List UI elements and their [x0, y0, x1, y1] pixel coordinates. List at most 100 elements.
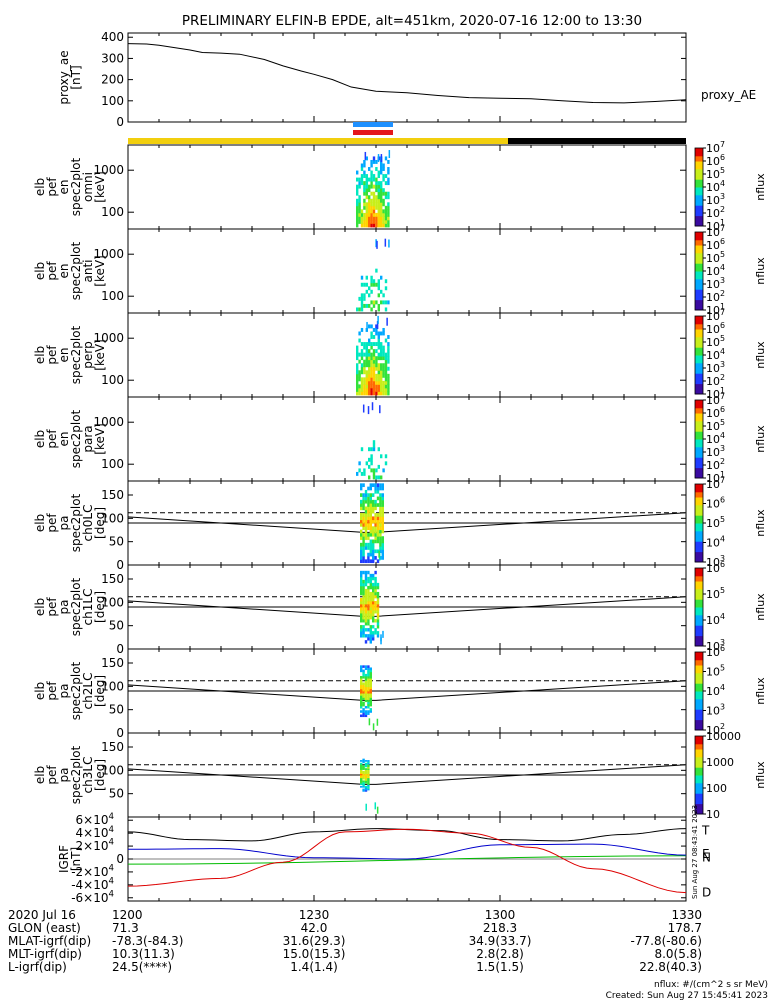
colorbar-cell	[695, 150, 703, 154]
spectrogram-pixel	[375, 181, 378, 186]
pitch-angle-pixel	[362, 676, 365, 679]
orbit-value: 31.6(29.3)	[283, 934, 346, 948]
colorbar-cell	[695, 365, 703, 369]
spectrogram-pixel	[372, 300, 376, 305]
y-label-line: spec2plot	[69, 493, 83, 552]
spectrogram-pixel	[356, 170, 359, 175]
pitch-angle-pixel	[360, 552, 363, 557]
colorbar-cell	[695, 297, 703, 301]
pitch-angle-pixel	[369, 552, 372, 557]
pitch-angle-pixel	[369, 671, 372, 675]
spectrogram-pixel	[356, 356, 359, 361]
spectrogram-pixel	[356, 307, 359, 312]
pitch-angle-pixel	[362, 610, 365, 614]
pitch-angle-pixel	[379, 499, 382, 504]
pitch-angle-pixel	[362, 539, 365, 544]
pitch-angle-pixel	[362, 628, 365, 632]
colorbar-cell	[695, 342, 703, 346]
spectrogram-pixel	[380, 212, 383, 217]
pitch-angle-pixel	[374, 519, 377, 524]
pitch-angle-pixel	[376, 603, 380, 608]
pitch-angle-pixel	[367, 788, 370, 791]
pitch-angle-pixel	[372, 597, 375, 602]
pitch-angle-pixel	[372, 625, 375, 629]
spectrogram-pixel	[368, 195, 371, 200]
colorbar-cell	[695, 675, 703, 679]
igrf-side-text: Sun Aug 27 08:43:41 2023	[691, 805, 699, 899]
pitch-angle-pixel	[364, 634, 368, 638]
spectrogram-pixel	[360, 391, 364, 396]
colorbar-label-text: nflux	[754, 257, 767, 285]
spectrogram-pixel	[375, 159, 378, 164]
pitch-angle-pixel	[364, 622, 368, 626]
igrf-legend-T: T	[701, 824, 710, 838]
colorbar-cell	[695, 355, 703, 359]
pitch-angle-pixel	[364, 519, 368, 524]
pitch-angle-pixel	[376, 594, 380, 599]
spectrogram-pixel	[384, 238, 387, 247]
spectrogram-pixel	[384, 195, 388, 200]
pitch-angle-pixel	[362, 597, 365, 602]
colorbar-cell	[695, 205, 703, 209]
spectrogram-pixel	[380, 391, 383, 396]
spectrogram-pixel	[356, 391, 359, 396]
spectrogram-pixel	[382, 293, 385, 298]
spectrogram-pixel	[368, 324, 371, 329]
spectrogram-pixel	[360, 177, 364, 182]
pitch-angle-pixel	[376, 622, 380, 626]
spectrogram-pixel	[365, 195, 368, 200]
y-label-line: elb	[33, 430, 47, 448]
pitch-angle-pixel	[364, 600, 368, 605]
spectrogram-pixel	[356, 471, 359, 476]
colorbar-cell	[695, 441, 703, 445]
orbit-value: 1.4(1.4)	[290, 960, 338, 974]
spectrogram-pixel	[387, 177, 390, 182]
pitch-angle-pixel	[367, 699, 370, 703]
spectrogram-pixel	[368, 370, 371, 375]
colorbar-tick-label: 105	[706, 515, 725, 530]
y-tick-label: 1000	[93, 415, 124, 429]
spectrogram-pixel	[360, 307, 364, 312]
spectrogram-pixel	[368, 219, 371, 224]
spectrogram-pixel	[372, 202, 376, 207]
y-label-line: en	[57, 180, 71, 195]
pitch-angle-pixel	[367, 769, 370, 772]
pitch-angle-pixel	[372, 493, 375, 497]
spectrogram-pixel	[358, 331, 361, 336]
colorbar-cell	[695, 232, 703, 236]
y-label-line: spec2plot	[69, 409, 83, 468]
colorbar-cell	[695, 194, 703, 198]
colorbar-cell	[695, 329, 703, 333]
y-label-line: spec2plot	[69, 577, 83, 636]
colorbar-label-3: nflux	[754, 341, 767, 369]
spectrogram-pixel	[387, 384, 390, 389]
y-label-line: [nT]	[69, 847, 83, 871]
science-zone-blue-bar	[353, 122, 393, 127]
colorbar-cell	[695, 405, 703, 409]
pitch-angle-pixel	[372, 526, 375, 531]
spectrogram-pixel	[365, 216, 368, 221]
colorbar-cell	[695, 507, 703, 511]
orbit-time-label: 1230	[299, 908, 330, 922]
colorbar-cell	[695, 497, 703, 501]
y-tick-label: 100	[101, 94, 124, 108]
colorbar-cell	[695, 347, 703, 351]
spectrogram-pixel	[377, 293, 380, 298]
colorbar-cell	[695, 318, 703, 322]
spectrogram-pixel	[356, 363, 359, 368]
spectrogram-pixel	[370, 282, 373, 287]
colorbar-cell	[695, 192, 703, 196]
igrf-legend-D: D	[702, 886, 711, 900]
y-label-line: [deg]	[93, 591, 107, 623]
pitch-angle-pixel	[360, 699, 363, 703]
colorbar-label-text: nflux	[754, 761, 767, 789]
pitch-angle-pixel	[372, 549, 375, 554]
colorbar-cell	[695, 418, 703, 422]
spectrogram-pixel	[368, 223, 371, 228]
spectrogram-pixel	[384, 156, 388, 161]
spectrogram-pixel	[370, 363, 373, 368]
spectrogram-pixel	[382, 331, 385, 336]
